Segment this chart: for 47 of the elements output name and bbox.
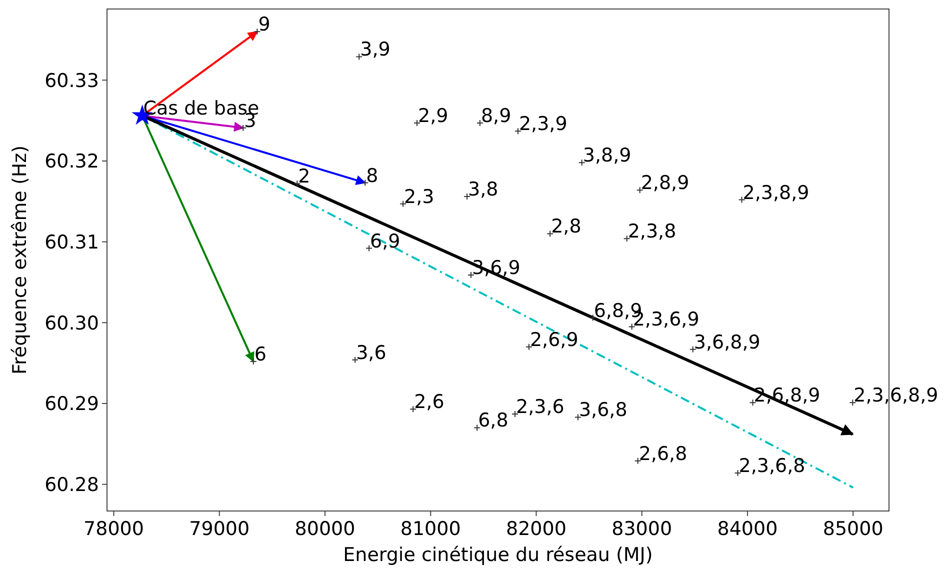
annotation: 9 [258,14,270,36]
x-tick-label: 78000 [84,518,144,540]
y-tick-label: 60.30 [44,312,99,334]
point [240,124,247,132]
annotation: 3,6 [356,342,386,364]
point [250,358,257,365]
point [574,414,582,421]
annotation: 6,8 [478,410,508,432]
annotation: 2,3,6,8 [738,455,806,478]
y-tick-label: 60.32 [44,150,99,173]
point [294,180,301,188]
annotation: 8 [366,164,378,187]
annotation: 2,3,6 [516,396,564,418]
annotation: 2,3,8,9 [742,182,810,204]
annotation: 3,6,8 [578,399,628,422]
annotation: 3,9 [360,38,390,61]
annotation: 2,3 [404,186,434,208]
x-tick-label: 82000 [506,518,566,540]
y-axis-title: Fréquence extrême (Hz) [9,145,31,375]
x-tick-label: 79000 [189,518,250,540]
x-axis-title: Energie cinétique du réseau (MJ) [343,544,653,566]
x-tick-label: 81000 [400,518,461,540]
y-tick-label: 60.33 [44,70,99,92]
annotation: 2,8 [551,216,582,238]
y-tick-label: 60.28 [44,474,99,496]
annotation: 6,9 [370,230,400,252]
annotation: 6 [254,343,266,366]
y-tick-label: 60.31 [44,231,99,254]
x-tick-label: 80000 [294,518,356,540]
annotation: 3,8,9 [582,144,632,167]
annotation: 2,3,8 [628,220,676,243]
annotation: 2,6,9 [530,328,578,351]
annotation: 8,9 [480,104,512,127]
x-tick-label: 83000 [612,518,672,540]
annotation: 2 [298,166,310,188]
annotation: 2,9 [418,104,448,127]
annotation: 3,8 [468,178,498,201]
annotation: 3,6,8,9 [694,331,760,354]
x-tick-label: 85000 [822,518,884,540]
x-tick-label: 84000 [717,518,778,540]
point [254,28,261,36]
annotation: 2,6,8 [638,442,688,465]
point [362,179,369,186]
annotation: 2,6 [414,391,444,414]
annotation: 2,8,9 [640,172,690,194]
annotation: 2,3,9 [518,113,568,136]
y-tick-label: 60.29 [44,393,99,416]
